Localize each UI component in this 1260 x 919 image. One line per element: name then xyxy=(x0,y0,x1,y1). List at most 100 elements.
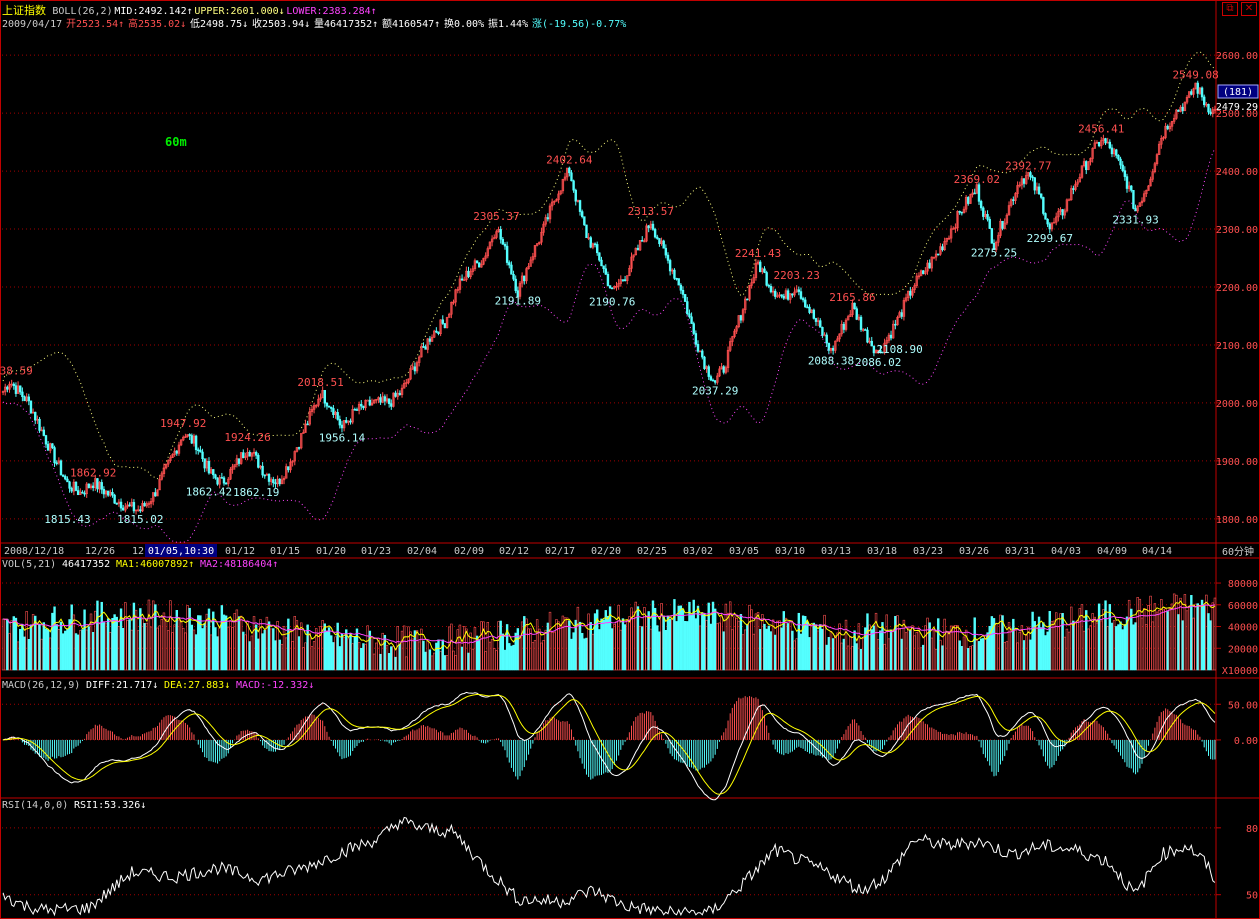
volume-bar xyxy=(445,655,449,671)
volume-bar xyxy=(559,623,562,671)
candle-body xyxy=(1196,82,1199,94)
volume-bar xyxy=(398,643,402,671)
volume-bar xyxy=(1179,597,1182,671)
candle-body xyxy=(1095,141,1099,144)
volume-bar xyxy=(943,618,946,671)
volume-bar xyxy=(38,624,41,671)
candle-body xyxy=(774,290,777,297)
volume-bar xyxy=(27,639,31,671)
candle-body xyxy=(102,489,106,495)
candle-body xyxy=(396,392,399,397)
volume-bar xyxy=(16,641,20,671)
volume-bar xyxy=(154,604,157,671)
candle-body xyxy=(267,474,271,482)
candle-body xyxy=(568,167,571,174)
volume-bar xyxy=(490,638,494,671)
peak-label: 2402.64 xyxy=(546,154,593,167)
candle-body xyxy=(647,225,650,229)
volume-bar xyxy=(121,627,125,671)
volume-bar xyxy=(846,645,850,671)
candle-body xyxy=(1037,186,1041,195)
candle-body xyxy=(1089,158,1092,163)
date-axis-label: 01/20 xyxy=(316,546,346,557)
candle-body xyxy=(909,290,912,296)
peak-label: 1924.26 xyxy=(224,431,270,444)
volume-bar xyxy=(280,643,284,671)
volume-bar xyxy=(237,616,241,671)
candle-body xyxy=(548,205,552,220)
candle-body xyxy=(246,451,249,457)
candle-body xyxy=(132,502,136,512)
candle-body xyxy=(192,435,196,444)
current-price-label: 2479.29 xyxy=(1216,102,1258,113)
volume-bar xyxy=(1012,618,1015,671)
candle-body xyxy=(1009,199,1013,206)
candle-body xyxy=(76,490,80,495)
macd-header-item: MACD(26,12,9) xyxy=(2,680,80,691)
volume-bar xyxy=(366,625,369,671)
date-axis-label: 01/12 xyxy=(225,546,255,557)
volume-bar xyxy=(1039,627,1043,671)
volume-bar xyxy=(733,616,736,671)
candle-body xyxy=(986,214,989,220)
candle-body xyxy=(332,408,335,416)
volume-bar xyxy=(632,611,635,671)
volume-bar xyxy=(147,599,151,671)
candle-body xyxy=(1157,143,1161,155)
volume-bar xyxy=(471,648,475,671)
candle-body xyxy=(300,433,303,449)
candle-body xyxy=(523,275,526,282)
candle-body xyxy=(896,317,899,326)
date-axis-label: 02/25 xyxy=(637,546,667,557)
candle-body xyxy=(8,383,11,390)
volume-bar xyxy=(177,619,181,671)
candle-body xyxy=(473,260,477,270)
candle-body xyxy=(1070,188,1073,201)
candle-body xyxy=(207,461,211,474)
candle-body xyxy=(578,200,582,212)
candle-body xyxy=(19,385,22,393)
candle-body xyxy=(66,478,69,483)
rsi-header-value: RSI1:53.326↓ xyxy=(74,800,146,811)
volume-bar xyxy=(821,628,824,671)
restore-window-button[interactable]: ⧉ xyxy=(1222,2,1238,16)
candle-body xyxy=(585,224,588,238)
volume-bar xyxy=(1164,608,1167,671)
volume-bar xyxy=(681,609,685,671)
rsi-line xyxy=(2,816,1216,917)
candle-body xyxy=(907,290,910,298)
candle-body xyxy=(626,275,629,281)
trough-label: 1862.19 xyxy=(233,486,279,499)
candle-body xyxy=(269,479,273,482)
volume-bar xyxy=(679,605,683,671)
volume-bar xyxy=(638,625,642,671)
volume-bar xyxy=(1100,620,1103,671)
volume-bar xyxy=(355,628,359,671)
volume-bar xyxy=(896,615,899,671)
candle-body xyxy=(836,338,839,342)
candle-body xyxy=(420,346,423,358)
volume-bar xyxy=(797,612,801,671)
candle-body xyxy=(36,418,39,421)
volume-bar xyxy=(533,640,537,671)
candle-body xyxy=(46,443,50,451)
candle-body xyxy=(106,490,110,496)
volume-bar xyxy=(1145,624,1148,671)
volume-bar xyxy=(924,625,927,671)
candle-body xyxy=(1067,199,1071,202)
candle-body xyxy=(486,248,490,257)
date-axis-label: 04/14 xyxy=(1142,546,1172,557)
volume-bar xyxy=(623,624,627,671)
candle-body xyxy=(701,350,704,358)
candle-body xyxy=(355,409,359,411)
candle-body xyxy=(514,278,517,291)
candle-body xyxy=(904,297,908,301)
volume-bar xyxy=(1072,620,1075,671)
candle-body xyxy=(984,214,987,217)
volume-bar xyxy=(718,622,721,671)
close-window-button[interactable]: ✕ xyxy=(1241,2,1257,16)
volume-bar xyxy=(1005,641,1009,671)
macd-histogram xyxy=(4,696,1216,780)
volume-bar xyxy=(1102,609,1105,671)
